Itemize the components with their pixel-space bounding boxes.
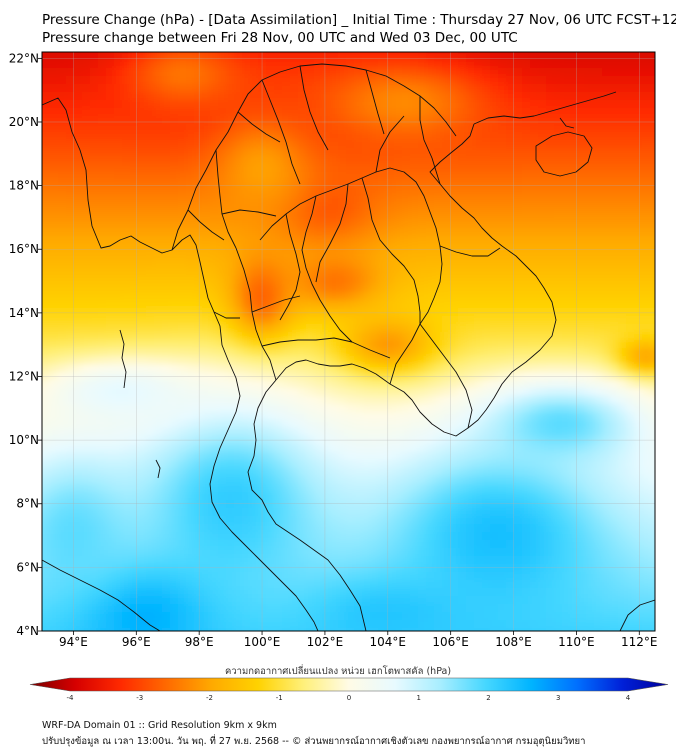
latitude-label: 10°N: [9, 433, 39, 447]
map-subtitle: Pressure change between Fri 28 Nov, 00 U…: [42, 30, 518, 46]
colorbar: -4 -3 -2 -1 0 1 2 3 4: [29, 677, 669, 702]
latitude-label: 8°N: [16, 497, 39, 511]
longitude-label: 106°E: [432, 635, 469, 649]
latitude-label: 6°N: [16, 560, 39, 574]
coastlines-and-borders: [42, 63, 655, 631]
longitude-label: 102°E: [307, 635, 344, 649]
longitude-tick-labels: 94°E 96°E 98°E 100°E 102°E 104°E 106°E 108°E 110…: [59, 631, 658, 649]
colorbar-tick-label: -1: [276, 694, 283, 702]
colorbar-tick-label: 4: [626, 694, 631, 702]
longitude-label: 104°E: [370, 635, 407, 649]
longitude-label: 100°E: [244, 635, 281, 649]
longitude-label: 112°E: [621, 635, 658, 649]
colorbar-label: ความกดอากาศเปลี่ยนแปลง หน่วย เฮกโตพาสคัล…: [224, 666, 452, 677]
colorbar-scale: [29, 677, 669, 692]
longitude-label: 96°E: [122, 635, 151, 649]
colorbar-tick-label: 2: [486, 694, 490, 702]
longitude-label: 94°E: [59, 635, 88, 649]
update-info: ปรับปรุงข้อมูล ณ เวลา 13:00น. วัน พฤ. ที…: [42, 736, 586, 747]
colorbar-tick-label: -4: [67, 694, 75, 702]
latitude-label: 14°N: [9, 306, 39, 320]
longitude-label: 98°E: [185, 635, 214, 649]
colorbar-tick-label: 3: [556, 694, 560, 702]
longitude-label: 108°E: [495, 635, 532, 649]
model-info: WRF-DA Domain 01 :: Grid Resolution 9km …: [42, 720, 277, 731]
pressure-field: [42, 52, 655, 631]
latitude-label: 12°N: [9, 369, 39, 383]
colorbar-ticks: -4 -3 -2 -1 0 1 2 3 4: [67, 694, 631, 702]
colorbar-tick-label: 0: [347, 694, 351, 702]
colorbar-tick-label: -2: [206, 694, 213, 702]
pressure-change-map: 94°E 96°E 98°E 100°E 102°E 104°E 106°E 108°E 110…: [9, 51, 669, 702]
latitude-label: 16°N: [9, 242, 39, 256]
map-title: Pressure Change (hPa) - [Data Assimilati…: [42, 12, 676, 28]
grid-lines: [42, 52, 655, 631]
colorbar-tick-label: -3: [136, 694, 143, 702]
latitude-label: 18°N: [9, 179, 39, 193]
latitude-label: 4°N: [16, 624, 39, 638]
latitude-label: 20°N: [9, 115, 39, 129]
longitude-label: 110°E: [558, 635, 595, 649]
colorbar-tick-label: 1: [417, 694, 421, 702]
latitude-tick-labels: 4°N 6°N 8°N 10°N 12°N 14°N 16°N 18°N 20°N 22°N: [9, 51, 42, 638]
map-frame: [41, 51, 656, 632]
latitude-label: 22°N: [9, 51, 39, 65]
